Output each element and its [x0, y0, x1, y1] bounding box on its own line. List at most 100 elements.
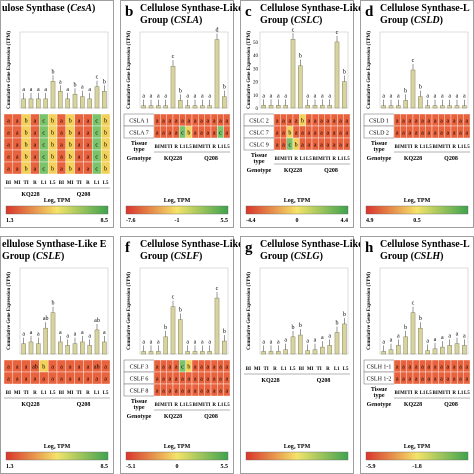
- significance-letter: a: [277, 339, 280, 345]
- heat-cell-letter: b: [69, 119, 72, 125]
- bar: [290, 39, 296, 109]
- heat-cell-letter: a: [206, 389, 209, 395]
- heat-cell: [463, 371, 471, 385]
- significance-letter: a: [150, 339, 153, 345]
- heat-cell-letter: a: [427, 131, 430, 137]
- tissue-tick-label: L1: [180, 145, 186, 150]
- heat-cell-letter: a: [7, 155, 10, 161]
- colorbar-min: -7.6: [126, 218, 136, 224]
- tissue-tick-label: R: [86, 391, 90, 396]
- significance-letter: a: [157, 339, 160, 345]
- tissue-tick-label: TI: [407, 145, 412, 150]
- colorbar-title: Log₂ TPM: [404, 444, 431, 450]
- bar: [50, 312, 56, 355]
- heat-cell-letter: a: [78, 155, 81, 161]
- heat-cell-letter: a: [60, 131, 63, 137]
- bar: [334, 332, 340, 355]
- heat-cell-letter: a: [104, 377, 107, 383]
- bar: [432, 105, 438, 109]
- heat-cell-letter: a: [7, 365, 10, 371]
- heat-cell-letter: a: [415, 377, 418, 383]
- tissue-tick-label: L5: [224, 403, 230, 408]
- heat-cell-letter: b: [104, 167, 107, 173]
- significance-letter: c: [172, 295, 175, 301]
- significance-letter: a: [277, 93, 280, 99]
- heat-cell-letter: a: [175, 131, 178, 137]
- bar: [94, 86, 100, 109]
- bar: [276, 105, 281, 109]
- heat-cell-letter: c: [42, 143, 45, 149]
- bar: [156, 105, 161, 109]
- significance-letter: a: [321, 93, 324, 99]
- colorbar-title: Log₂ TPM: [404, 198, 431, 204]
- genotype-name: KQ228: [261, 378, 279, 384]
- tissue-tick-label: R: [174, 403, 178, 408]
- heat-cell-letter: a: [78, 119, 81, 125]
- tissue-tick-label: L5: [464, 145, 470, 150]
- genotype-name: Q208: [444, 402, 458, 408]
- heat-cell: [223, 383, 231, 397]
- heat-cell-letter: a: [408, 365, 411, 371]
- tissue-tick-label: MI: [160, 403, 167, 408]
- panel-title-close: ): [319, 15, 322, 26]
- heat-cell-letter: a: [156, 389, 159, 395]
- colorbar-min: -4.4: [246, 218, 256, 224]
- bar: [72, 343, 78, 355]
- heat-cell-letter: a: [434, 365, 437, 371]
- colorbar-max: 8.5: [101, 218, 109, 224]
- tissue-tick-label: TI: [445, 145, 450, 150]
- tissue-tick-label: TI: [263, 367, 268, 372]
- colorbar-title: Log₂ TPM: [44, 198, 71, 204]
- heat-cell-letter: a: [60, 167, 63, 173]
- colorbar: [125, 451, 229, 461]
- significance-letter: c: [336, 30, 339, 36]
- panel-frame: [120, 236, 234, 474]
- heat-cell-letter: b: [42, 365, 45, 371]
- tissue-tick-label: L1: [218, 145, 224, 150]
- heat-cell-letter: b: [69, 143, 72, 149]
- heat-cell-letter: a: [78, 377, 81, 383]
- tissue-tick-label: L1: [420, 145, 426, 150]
- heat-cell-letter: a: [175, 365, 178, 371]
- heat-cell-letter: a: [314, 131, 317, 137]
- heat-row-label: CSLH 1-1: [367, 365, 392, 371]
- bar: [261, 105, 266, 109]
- significance-letter: a: [456, 332, 459, 338]
- tissue-tick-label: L5: [344, 157, 350, 162]
- significance-letter: a: [66, 87, 69, 93]
- tissue-label-2: type: [374, 393, 385, 399]
- tissue-tick-label: L1: [338, 157, 344, 162]
- heat-cell-letter: a: [7, 119, 10, 125]
- significance-letter: a: [328, 93, 331, 99]
- bar: [327, 105, 332, 109]
- heat-cell-letter: a: [34, 131, 37, 137]
- heat-cell-letter: a: [213, 389, 216, 395]
- heat-cell-letter: a: [314, 143, 317, 149]
- tissue-tick-label: L1: [218, 403, 224, 408]
- significance-letter: a: [201, 339, 204, 345]
- tissue-tick-label: MI: [400, 145, 407, 150]
- colorbar-title: Log₂ TPM: [44, 444, 71, 450]
- significance-letter: a: [441, 335, 444, 341]
- bar: [87, 98, 92, 109]
- heat-cell-letter: a: [206, 365, 209, 371]
- colorbar-min: 1.3: [6, 464, 14, 470]
- panel-title-line1: Cellulose Synthase-Like A: [140, 3, 252, 14]
- heat-cell-letter: a: [225, 131, 228, 137]
- colorbar-mid: -1: [175, 218, 180, 224]
- significance-letter: a: [382, 339, 385, 345]
- bar: [268, 351, 274, 355]
- genotype-label: Genotype: [247, 168, 272, 174]
- colorbar-min: 4.9: [366, 218, 374, 224]
- tissue-tick-label: MI: [14, 391, 21, 396]
- colorbar-title: Log₂ TPM: [164, 198, 191, 204]
- tissue-tick-label: L1: [41, 391, 47, 396]
- heat-cell-letter: a: [175, 377, 178, 383]
- significance-letter: a: [22, 332, 25, 338]
- bar: [58, 341, 63, 355]
- heat-cell-letter: c: [42, 119, 45, 125]
- significance-letter: a: [81, 85, 84, 91]
- heat-cell-letter: a: [206, 131, 209, 137]
- significance-letter: c: [292, 27, 295, 33]
